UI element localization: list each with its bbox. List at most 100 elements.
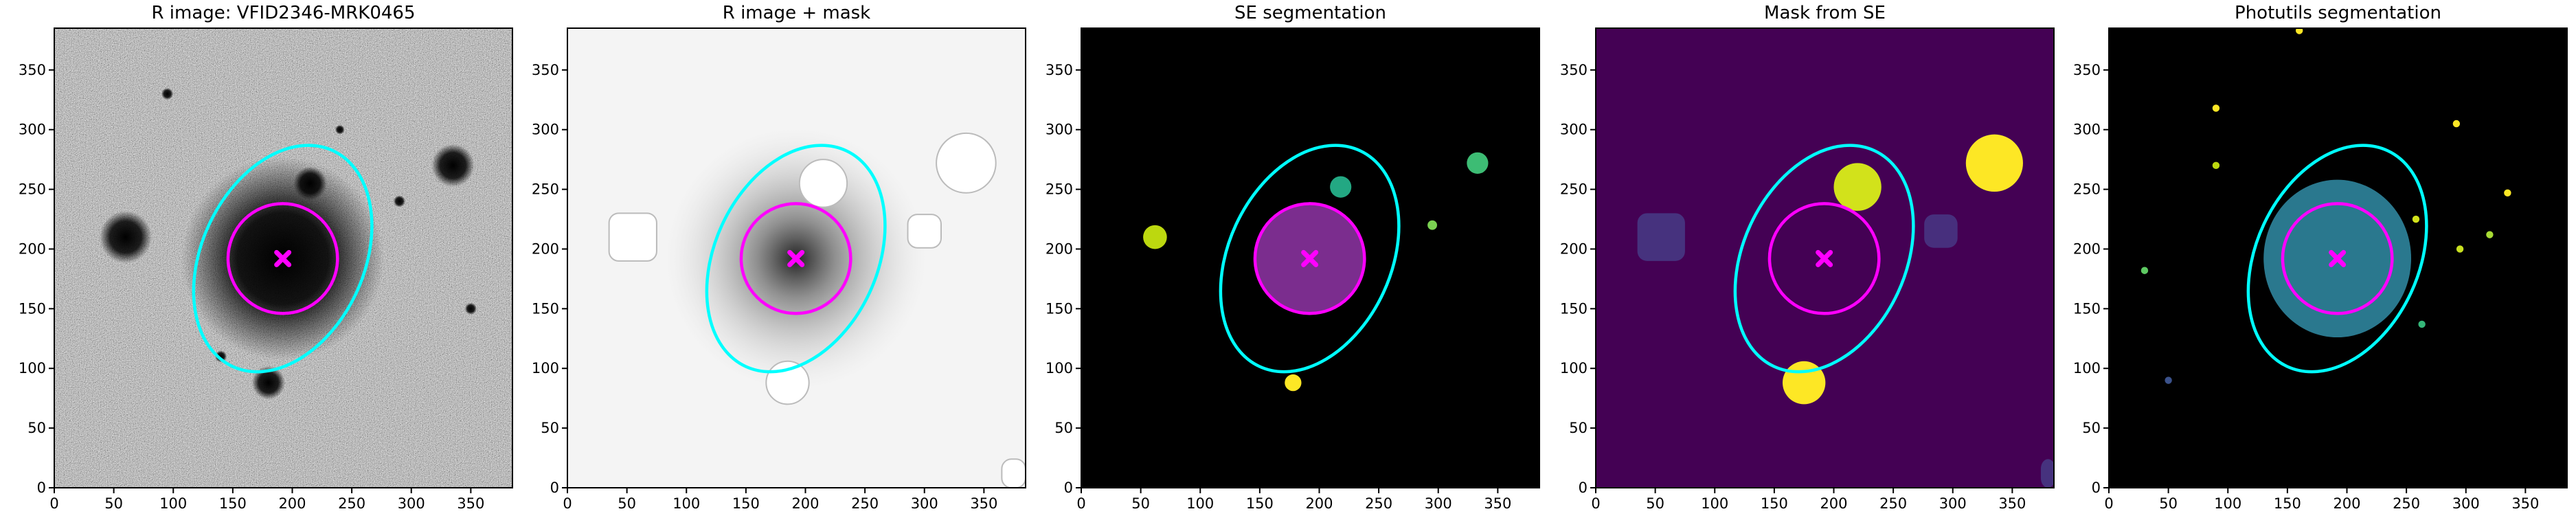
y-tick-label: 0: [550, 480, 559, 496]
y-tick-label: 350: [532, 62, 559, 78]
aperture-ellipse: [1733, 144, 1915, 374]
center-marker: [1816, 249, 1833, 267]
y-tick-label: 100: [19, 360, 46, 376]
x-tick-label: 200: [2333, 495, 2360, 512]
panel: [54, 28, 512, 488]
aperture-ellipse: [2246, 144, 2428, 374]
y-tick-label: 250: [532, 181, 559, 198]
image-blob: [2452, 120, 2461, 128]
center-marker: [274, 249, 292, 267]
image-blob: [2412, 215, 2420, 223]
y-tick-label: 150: [1046, 300, 1073, 317]
image-blob: [1467, 152, 1489, 174]
image-mask: [1924, 214, 1958, 248]
image-blob: [1143, 225, 1167, 249]
panel: [567, 28, 1026, 488]
image-blob: [798, 159, 848, 208]
y-tick-label: 50: [1054, 420, 1073, 436]
panel-title: Mask from SE: [1764, 3, 1886, 23]
image-blob: [2456, 245, 2464, 253]
x-tick-label: 50: [1646, 495, 1664, 512]
x-tick-label: 100: [2214, 495, 2241, 512]
aperture-ellipse: [705, 144, 887, 374]
x-tick-label: 350: [1998, 495, 2026, 512]
y-tick-label: 300: [2073, 122, 2101, 138]
aperture-circle: [1253, 202, 1366, 315]
image-blob: [464, 302, 477, 315]
x-tick-label: 100: [159, 495, 187, 512]
x-tick-label: 150: [2274, 495, 2301, 512]
image-blob: [1427, 220, 1438, 230]
x-tick-label: 50: [2159, 495, 2178, 512]
x-tick-label: 300: [2452, 495, 2480, 512]
x-tick-label: 100: [1186, 495, 1214, 512]
x-tick-label: 350: [1484, 495, 1511, 512]
image-mask: [1001, 458, 1026, 488]
y-tick-label: 200: [19, 240, 46, 257]
image-blob: [2140, 267, 2149, 274]
axes-frame: [567, 27, 1026, 488]
aperture-ellipse: [192, 144, 374, 374]
y-tick-label: 200: [1560, 240, 1588, 257]
panel-title: R image: VFID2346-MRK0465: [151, 3, 415, 23]
image-blob: [431, 144, 475, 188]
y-tick-label: 0: [2092, 480, 2101, 496]
x-tick-label: 150: [1761, 495, 1788, 512]
y-tick-label: 200: [1046, 240, 1073, 257]
y-tick-label: 0: [1579, 480, 1588, 496]
x-tick-label: 0: [49, 495, 58, 512]
x-tick-label: 150: [1246, 495, 1274, 512]
y-tick-label: 250: [2073, 181, 2101, 198]
x-tick-label: 50: [618, 495, 636, 512]
image-blob: [251, 365, 286, 400]
image-blob: [765, 360, 810, 405]
y-tick-label: 350: [1560, 62, 1588, 78]
y-tick-label: 200: [2073, 240, 2101, 257]
x-tick-label: 150: [732, 495, 760, 512]
y-tick-label: 50: [1569, 420, 1588, 436]
x-tick-label: 0: [1076, 495, 1085, 512]
image-blob: [1833, 163, 1882, 211]
aperture-circle: [226, 202, 339, 315]
y-tick-label: 350: [2073, 62, 2101, 78]
x-tick-label: 200: [791, 495, 819, 512]
y-tick-label: 50: [2082, 420, 2101, 436]
y-tick-label: 100: [1560, 360, 1588, 376]
axes-frame: [2108, 27, 2568, 488]
y-tick-label: 250: [1046, 181, 1073, 198]
image-blob: [99, 210, 152, 264]
x-tick-label: 300: [398, 495, 425, 512]
center-marker: [2329, 249, 2347, 267]
x-tick-label: 100: [1701, 495, 1728, 512]
image-blob: [2486, 231, 2494, 238]
y-tick-label: 150: [1560, 300, 1588, 317]
axes-frame: [1081, 27, 1540, 488]
x-tick-label: 250: [1365, 495, 1392, 512]
image-mask: [1637, 213, 1685, 261]
y-tick-label: 50: [27, 420, 46, 436]
panel: [1081, 28, 1539, 488]
y-tick-label: 300: [1046, 122, 1073, 138]
x-tick-label: 0: [2104, 495, 2113, 512]
aperture-circle: [1767, 202, 1881, 315]
y-tick-label: 250: [1560, 181, 1588, 198]
image-mask: [608, 212, 657, 262]
image-blob: [2212, 161, 2220, 170]
image-blob: [214, 350, 227, 363]
x-tick-label: 200: [278, 495, 306, 512]
panel-title: Photutils segmentation: [2235, 3, 2441, 23]
panel: [1596, 28, 2054, 488]
x-tick-label: 250: [851, 495, 879, 512]
aperture-ellipse: [1219, 144, 1401, 374]
image-mask: [907, 214, 942, 249]
y-tick-label: 100: [532, 360, 559, 376]
image-blob: [335, 124, 345, 135]
image-mask: [2040, 459, 2054, 488]
x-tick-label: 200: [1305, 495, 1333, 512]
aperture-circle: [2281, 202, 2394, 315]
y-tick-label: 300: [19, 122, 46, 138]
aperture-circle: [739, 202, 852, 315]
x-tick-label: 150: [219, 495, 247, 512]
